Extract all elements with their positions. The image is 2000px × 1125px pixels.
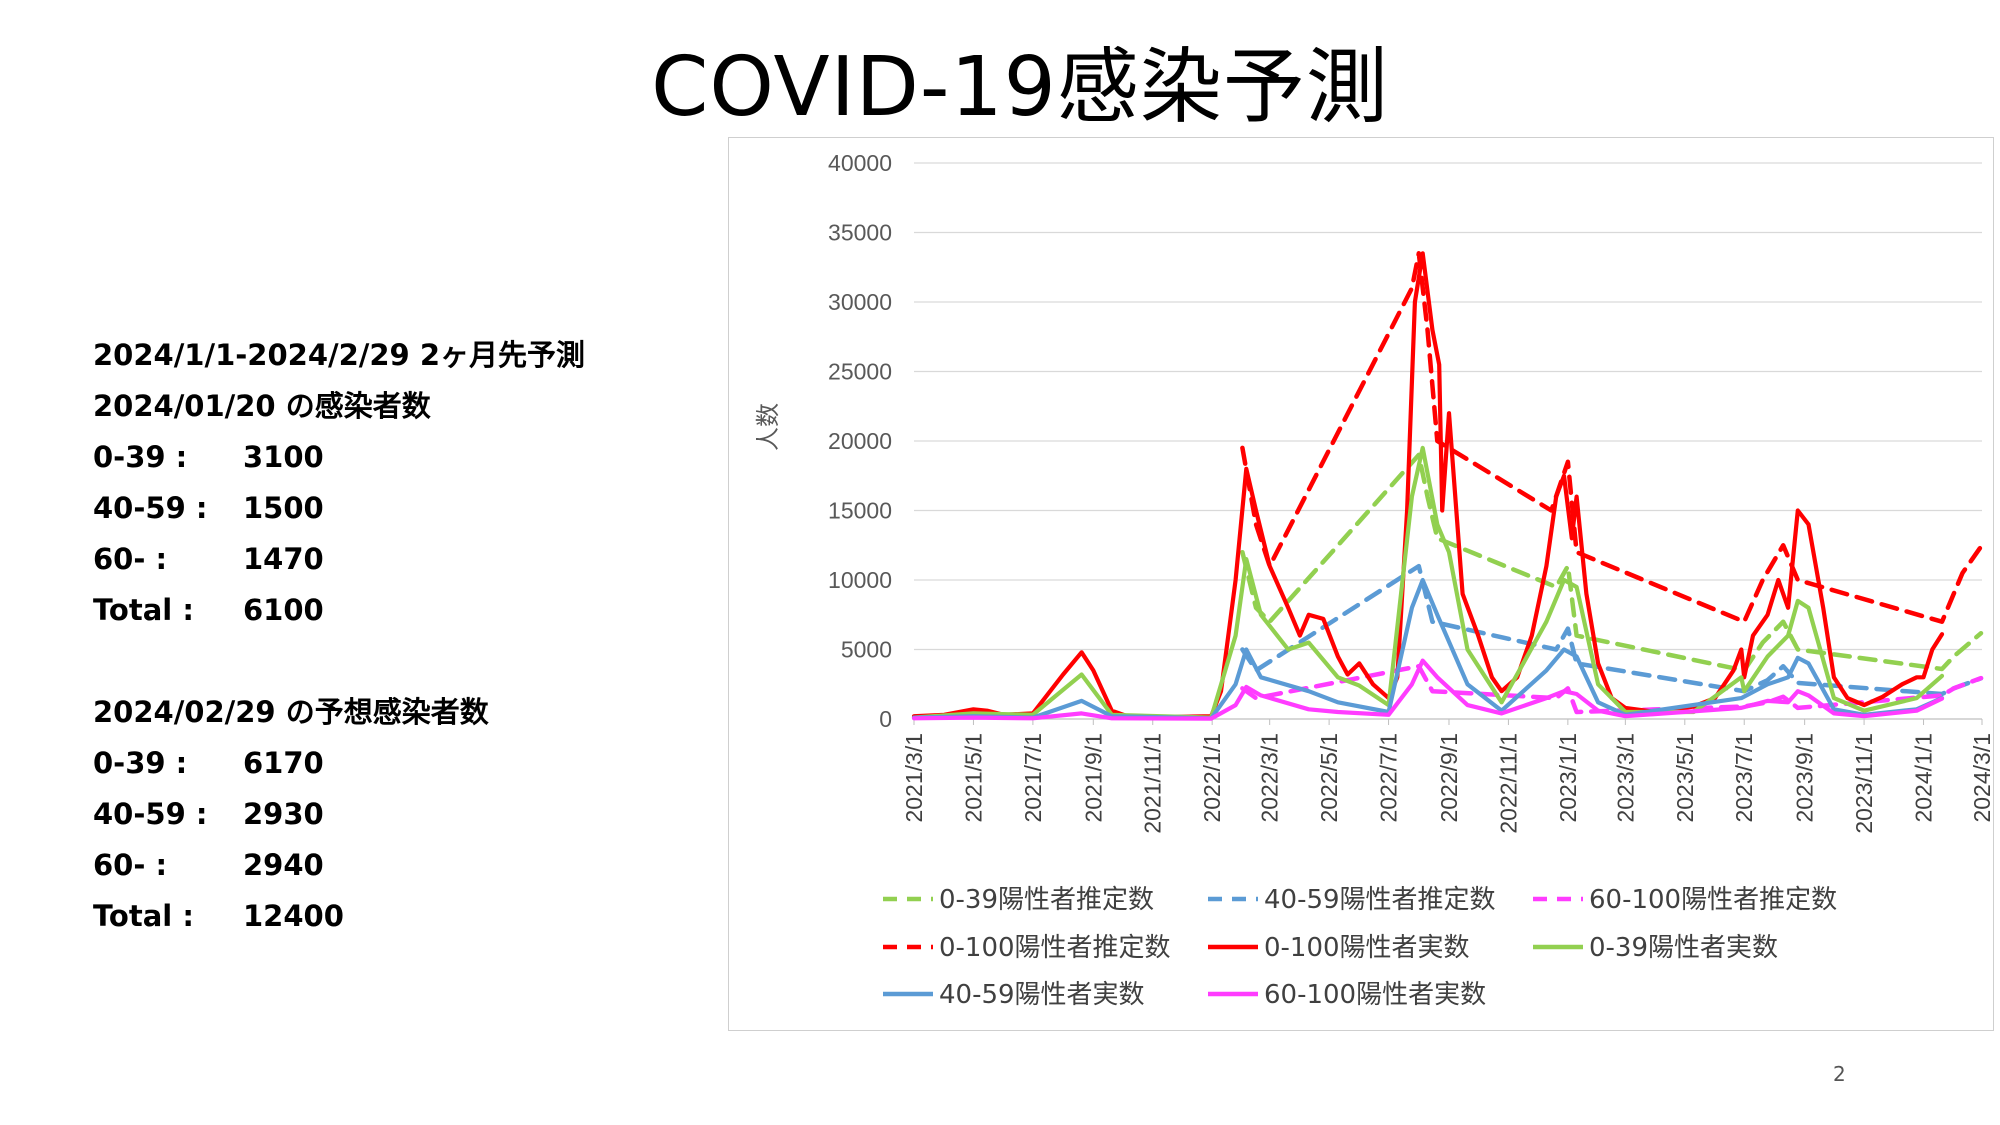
row-label: 60- : xyxy=(93,542,168,576)
x-tick-label: 2022/1/1 xyxy=(1199,733,1225,823)
row-value: 6170 xyxy=(243,746,324,780)
y-tick-label: 40000 xyxy=(828,150,892,176)
row-value: 3100 xyxy=(243,440,324,474)
forecast-heading: 2024/02/29 の予想感染者数 xyxy=(93,695,489,729)
series-line xyxy=(1240,251,1984,624)
current-row: 0-39 : 3100 xyxy=(93,432,585,483)
legend-label: 0-39陽性者推定数 xyxy=(939,885,1154,915)
y-tick-label: 0 xyxy=(879,706,892,732)
covid-line-chart: 0 5000 10000 15000 20000 25000 30000 35000 40000… xyxy=(754,150,1994,1010)
x-tick-label: 2023/1/1 xyxy=(1555,733,1581,823)
row-value: 1500 xyxy=(243,491,324,525)
x-tick-label: 2021/11/1 xyxy=(1140,733,1166,834)
row-value: 12400 xyxy=(243,899,344,933)
x-tick-label: 2022/9/1 xyxy=(1436,733,1462,823)
y-tick-label: 30000 xyxy=(828,289,892,315)
x-tick-label: 2022/7/1 xyxy=(1376,733,1402,823)
y-tick-label: 10000 xyxy=(828,567,892,593)
row-value: 2940 xyxy=(243,848,324,882)
x-tick-label: 2021/9/1 xyxy=(1080,733,1106,823)
x-tick-label: 2023/11/1 xyxy=(1851,733,1877,834)
info-panel: 2024/1/1-2024/2/29 2ヶ月先予測 2024/01/20 の感染… xyxy=(93,330,585,942)
x-tick-label: 2024/1/1 xyxy=(1911,733,1937,823)
current-row: 60- : 1470 xyxy=(93,534,585,585)
legend-label: 40-59陽性者実数 xyxy=(939,980,1145,1010)
forecast-period: 2024/1/1-2024/2/29 2ヶ月先予測 xyxy=(93,338,585,372)
row-value: 6100 xyxy=(243,593,324,627)
row-label: 40-59 : xyxy=(93,797,208,831)
row-label: Total : xyxy=(93,899,194,933)
y-axis-label: 人数 xyxy=(754,403,782,451)
x-tick-label: 2024/3/1 xyxy=(1969,733,1994,823)
forecast-row: 40-59 : 2930 xyxy=(93,789,585,840)
x-tick-label: 2021/7/1 xyxy=(1020,733,1046,823)
legend-label: 0-100陽性者推定数 xyxy=(939,933,1171,963)
forecast-row: Total : 12400 xyxy=(93,891,585,942)
x-tick-label: 2023/3/1 xyxy=(1612,733,1638,823)
y-tick-label: 15000 xyxy=(828,498,892,524)
legend-label: 60-100陽性者実数 xyxy=(1264,980,1486,1010)
page-number: 2 xyxy=(1833,1062,1846,1086)
legend-label: 0-100陽性者実数 xyxy=(1264,933,1470,963)
row-label: 0-39 : xyxy=(93,746,188,780)
forecast-row: 0-39 : 6170 xyxy=(93,738,585,789)
legend-label: 60-100陽性者推定数 xyxy=(1589,885,1837,915)
current-row: 40-59 : 1500 xyxy=(93,483,585,534)
slide-title: COVID-19感染予測 xyxy=(651,40,1389,135)
x-tick-label: 2021/3/1 xyxy=(901,733,927,823)
x-tick-label: 2022/5/1 xyxy=(1316,733,1342,823)
row-label: 60- : xyxy=(93,848,168,882)
x-tick-label: 2023/9/1 xyxy=(1792,733,1818,823)
series-line xyxy=(1240,563,1984,697)
x-tick-label: 2022/3/1 xyxy=(1257,733,1283,823)
series-line xyxy=(911,658,1945,721)
y-tick-label: 25000 xyxy=(828,359,892,385)
row-value: 1470 xyxy=(243,542,324,576)
x-tick-label: 2023/7/1 xyxy=(1731,733,1757,823)
x-tick-label: 2022/11/1 xyxy=(1495,733,1521,834)
forecast-row: 60- : 2940 xyxy=(93,840,585,891)
current-heading: 2024/01/20 の感染者数 xyxy=(93,389,431,423)
series-line xyxy=(1240,452,1984,673)
x-tick-label: 2021/5/1 xyxy=(960,733,986,823)
row-value: 2930 xyxy=(243,797,324,831)
legend-label: 0-39陽性者実数 xyxy=(1589,933,1778,963)
row-label: 40-59 : xyxy=(93,491,208,525)
x-tick-label: 2023/5/1 xyxy=(1672,733,1698,823)
row-label: Total : xyxy=(93,593,194,627)
series-line xyxy=(911,445,1945,720)
y-tick-label: 20000 xyxy=(828,428,892,454)
legend-label: 40-59陽性者推定数 xyxy=(1264,885,1496,915)
y-tick-label: 5000 xyxy=(841,637,892,663)
row-label: 0-39 : xyxy=(93,440,188,474)
y-tick-label: 35000 xyxy=(828,220,892,246)
current-row: Total : 6100 xyxy=(93,585,585,636)
chart-frame xyxy=(728,137,1994,1031)
